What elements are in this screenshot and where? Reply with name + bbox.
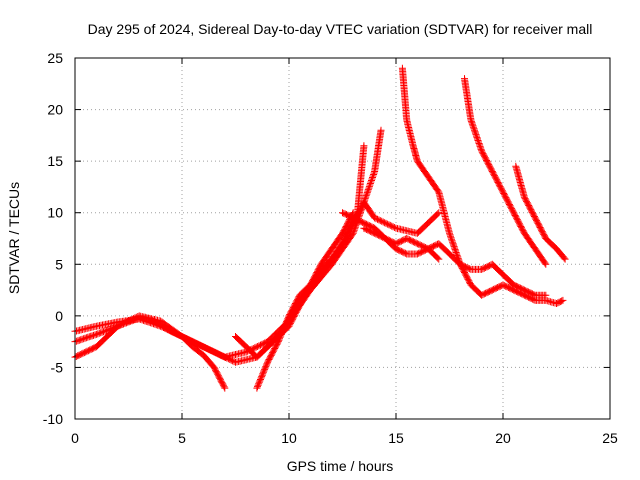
data-point — [132, 313, 140, 321]
data-point — [258, 373, 266, 381]
data-point — [260, 367, 268, 375]
data-point — [280, 325, 288, 333]
data-point — [276, 335, 283, 343]
data-point — [275, 336, 283, 344]
data-point — [391, 224, 399, 231]
data-point — [360, 142, 368, 150]
data-point — [114, 322, 122, 330]
data-point — [220, 383, 228, 391]
x-axis-title: GPS time / hours — [287, 458, 394, 474]
y-axis-title: SDTVAR / TECUs — [6, 182, 22, 294]
chart-title: Day 295 of 2024, Sidereal Day-to-day VTE… — [88, 21, 593, 37]
data-point — [277, 331, 285, 338]
data-point — [377, 126, 385, 134]
data-point — [371, 214, 379, 222]
data-points — [71, 64, 569, 392]
data-point — [259, 340, 267, 348]
data-point — [560, 254, 568, 262]
x-tick-label: 20 — [495, 430, 511, 446]
y-tick-label: -10 — [43, 411, 63, 427]
data-point — [435, 255, 443, 263]
data-point — [383, 220, 391, 228]
data-point — [256, 377, 264, 385]
data-point — [283, 318, 291, 326]
data-point — [254, 381, 262, 389]
y-tick-label: -5 — [51, 359, 64, 375]
data-point — [254, 343, 262, 350]
data-point — [191, 339, 199, 347]
data-point — [100, 328, 107, 336]
data-point — [199, 343, 207, 351]
data-point — [131, 314, 139, 322]
data-point — [558, 297, 566, 305]
data-point — [197, 341, 204, 349]
x-tick-label: 0 — [71, 430, 79, 446]
data-point — [469, 123, 477, 131]
data-point — [378, 217, 386, 225]
data-point — [257, 376, 264, 383]
data-point — [362, 192, 370, 200]
y-tick-label: 10 — [47, 205, 63, 221]
y-tick-label: 5 — [55, 256, 63, 272]
y-tick-label: 0 — [55, 308, 63, 324]
data-point — [434, 210, 442, 218]
y-tick-label: 25 — [47, 50, 63, 66]
data-point — [261, 364, 269, 372]
data-point — [255, 342, 263, 350]
data-point — [218, 352, 226, 360]
data-point — [475, 138, 482, 146]
data-point — [559, 296, 567, 304]
data-point — [372, 215, 380, 223]
data-point — [435, 209, 443, 217]
data-point — [127, 316, 135, 324]
data-point — [255, 380, 263, 388]
data-point — [561, 255, 569, 263]
data-point — [434, 254, 442, 262]
data-point — [195, 341, 203, 349]
data-point — [542, 260, 550, 268]
data-point — [369, 172, 377, 180]
x-tick-label: 15 — [388, 430, 404, 446]
data-point — [211, 348, 219, 356]
data-point — [94, 330, 102, 338]
data-point — [217, 351, 224, 359]
data-point — [205, 346, 213, 354]
data-point — [448, 237, 456, 245]
data-point — [388, 222, 396, 230]
data-point — [121, 319, 129, 327]
data-point — [283, 316, 291, 324]
data-point — [367, 178, 375, 186]
y-tick-label: 15 — [47, 153, 63, 169]
grid — [75, 58, 610, 419]
x-tick-label: 25 — [602, 430, 618, 446]
data-point — [376, 217, 384, 225]
data-point — [221, 384, 229, 392]
data-point — [262, 363, 270, 371]
data-point — [389, 223, 397, 231]
data-point — [259, 368, 267, 376]
data-point — [261, 339, 269, 347]
data-point — [382, 219, 390, 227]
data-point — [541, 259, 549, 267]
data-point — [125, 317, 133, 325]
data-point — [207, 346, 214, 354]
x-tick-label: 5 — [178, 430, 186, 446]
data-point — [120, 319, 127, 327]
data-point — [201, 344, 209, 351]
data-point — [453, 251, 461, 259]
data-point — [212, 349, 220, 357]
x-tick-label: 10 — [281, 430, 297, 446]
data-point — [115, 322, 123, 329]
data-point — [281, 322, 289, 330]
plot-frame — [74, 57, 611, 420]
y-tick-label: 20 — [47, 102, 63, 118]
data-point — [281, 321, 289, 328]
data-point — [364, 186, 372, 194]
axes: 0 5 10 15 20 25 -10 -5 0 5 10 15 20 25 — [43, 50, 618, 446]
data-point — [253, 384, 261, 392]
data-point — [277, 332, 285, 340]
